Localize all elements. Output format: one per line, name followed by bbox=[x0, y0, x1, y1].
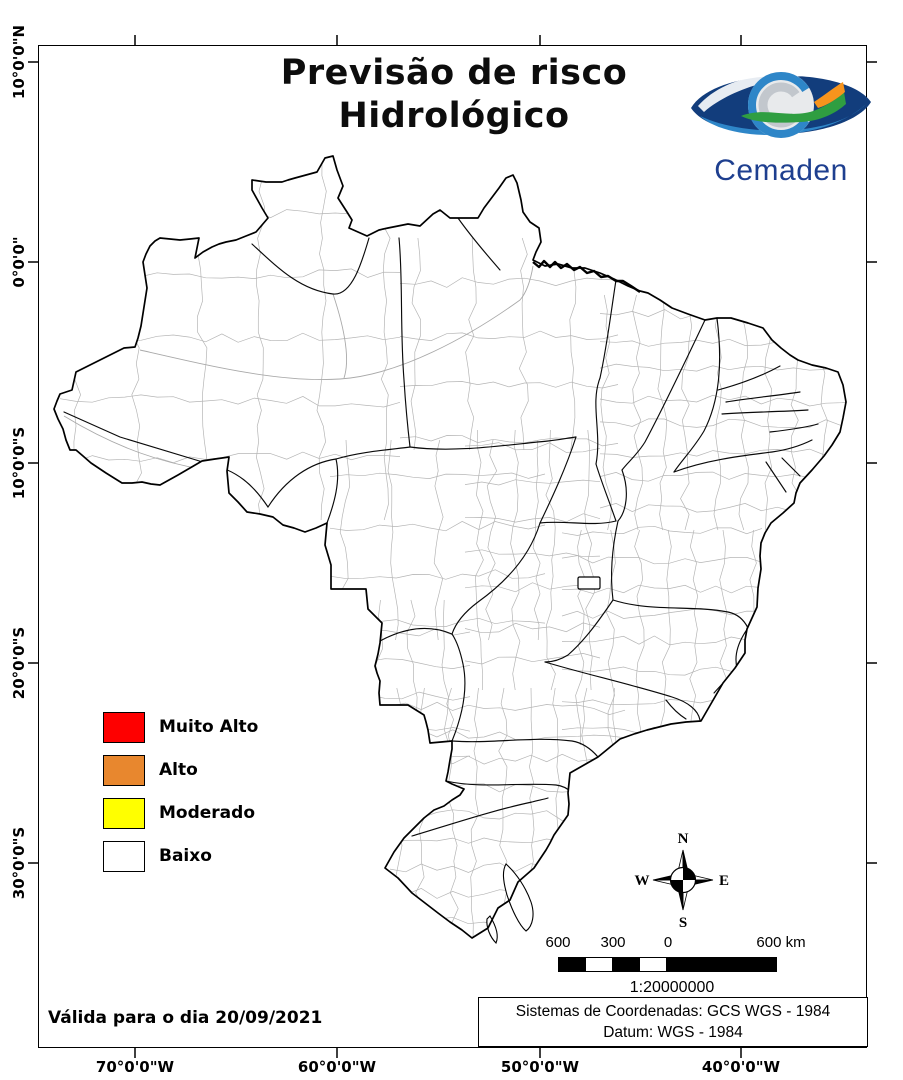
lon-label-70w: 70°0'0"W bbox=[95, 1058, 175, 1076]
lon-label-60w: 60°0'0"W bbox=[297, 1058, 377, 1076]
scale-bar bbox=[558, 957, 778, 972]
legend-swatch-moderado bbox=[103, 797, 145, 829]
legend-swatch-baixo bbox=[103, 840, 145, 872]
scale-ratio: 1:20000000 bbox=[629, 979, 715, 996]
legend-label: Muito Alto bbox=[159, 717, 259, 737]
lon-label-40w: 40°0'0"W bbox=[701, 1058, 781, 1076]
legend-swatch-alto bbox=[103, 754, 145, 786]
legend-item-muito-alto: Muito Alto bbox=[103, 711, 258, 743]
legend-item-alto: Alto bbox=[103, 754, 198, 786]
lat-label-10n: 10°0'0"N bbox=[10, 24, 28, 100]
coordinate-system-line2: Datum: WGS - 1984 bbox=[603, 1023, 743, 1041]
coordinate-system-line1: Sistemas de Coordenadas: GCS WGS - 1984 bbox=[515, 1003, 831, 1020]
scale-label-300: 300 bbox=[600, 934, 626, 951]
lat-label-20s: 20°0'0"S bbox=[10, 626, 28, 700]
compass-e-label: E bbox=[719, 873, 729, 889]
scale-label-600km: 600 km bbox=[756, 934, 806, 951]
validity-date: Válida para o dia 20/09/2021 bbox=[48, 1008, 323, 1028]
compass-n-label: N bbox=[678, 831, 689, 847]
cemaden-logo: Cemaden bbox=[683, 58, 879, 188]
map-frame bbox=[38, 45, 867, 1048]
scale-label-0: 0 bbox=[663, 934, 673, 951]
coordinate-system-box: Sistemas de Coordenadas: GCS WGS - 1984 … bbox=[478, 997, 868, 1047]
amazon-estuary-coast bbox=[532, 259, 641, 293]
compass-w-label: W bbox=[635, 873, 650, 889]
legend-label: Alto bbox=[159, 760, 198, 780]
title-line2: Hidrológico bbox=[338, 95, 570, 136]
state-boundaries bbox=[63, 217, 819, 837]
lat-label-30s: 30°0'0"S bbox=[10, 826, 28, 900]
coastal-lagoons bbox=[486, 863, 534, 944]
cemaden-eye-icon bbox=[691, 72, 871, 138]
lat-label-10s: 10°0'0"S bbox=[10, 426, 28, 500]
title-line1: Previsão de risco bbox=[280, 53, 628, 93]
legend-label: Baixo bbox=[159, 846, 212, 866]
legend-swatch-muito-alto bbox=[103, 711, 145, 743]
legend-item-moderado: Moderado bbox=[103, 797, 255, 829]
cemaden-logo-text: Cemaden bbox=[714, 154, 848, 187]
legend-item-baixo: Baixo bbox=[103, 840, 212, 872]
legend-label: Moderado bbox=[159, 803, 255, 823]
compass-rose-icon: N S W E bbox=[635, 831, 730, 931]
graticule-ticks bbox=[28, 35, 877, 1058]
lat-label-0: 0°0'0" bbox=[10, 236, 28, 288]
page-title: Previsão de risco Hidrológico bbox=[204, 52, 704, 137]
lon-label-50w: 50°0'0"W bbox=[500, 1058, 580, 1076]
scale-label-600-left: 600 bbox=[545, 934, 571, 951]
distrito-federal-box bbox=[577, 576, 601, 590]
compass-s-label: S bbox=[679, 915, 687, 931]
